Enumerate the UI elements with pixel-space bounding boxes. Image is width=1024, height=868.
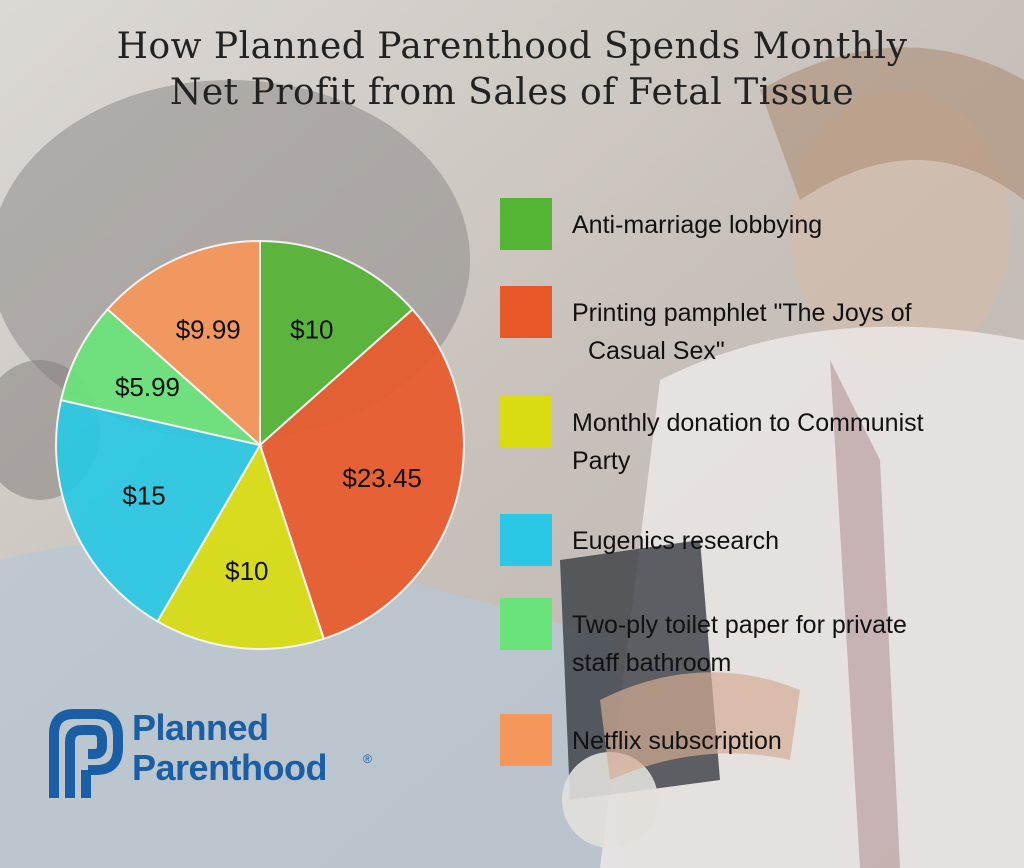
legend-label-6: Netflix subscription — [572, 722, 992, 760]
legend-label-line: Party — [572, 447, 631, 475]
legend-item-6: Netflix subscription — [500, 714, 1000, 774]
legend-label-line: Casual Sex" — [588, 337, 725, 365]
legend-item-1: Anti-marriage lobbying — [500, 198, 1000, 258]
pie-slice-label-5: $5.99 — [115, 372, 180, 402]
pie-slice-1 — [259, 239, 414, 448]
chart-title: How Planned Parenthood Spends Monthly Ne… — [0, 24, 1024, 116]
legend-label-line: Netflix subscription — [572, 727, 782, 755]
pie-slice-3 — [156, 442, 326, 650]
legend-swatch-6 — [500, 714, 552, 766]
legend-swatch-4 — [500, 514, 552, 566]
legend-item-5: Two-ply toilet paper for private staff ba… — [500, 598, 1000, 677]
legend-item-3: Monthly donation to Communist Party — [500, 396, 1000, 475]
title-line-1: How Planned Parenthood Spends Monthly — [116, 26, 908, 67]
legend-label-line: Monthly donation to Communist — [572, 409, 924, 437]
legend-label-4: Eugenics research — [572, 522, 992, 560]
legend-swatch-1 — [500, 198, 552, 250]
legend-label-line: Two-ply toilet paper for private — [572, 611, 907, 639]
legend-label-5: Two-ply toilet paper for private staff ba… — [572, 606, 992, 682]
pie-slice-5 — [59, 307, 264, 447]
pie-slice-label-2: $23.45 — [342, 463, 422, 493]
pie-slice-label-6: $9.99 — [176, 315, 241, 345]
pie-slice-6 — [106, 239, 261, 448]
planned-parenthood-logo: Planned Parenthood ® — [48, 708, 388, 798]
title-line-2: Net Profit from Sales of Fetal Tissue — [169, 72, 855, 113]
legend-item-4: Eugenics research — [500, 514, 1000, 574]
legend-label-3: Monthly donation to Communist Party — [572, 404, 992, 480]
legend-item-2: Printing pamphlet "The Joys of Casual Sex… — [500, 286, 1000, 365]
pie-slice-label-4: $15 — [122, 481, 165, 511]
pie-slice-label-1: $10 — [290, 315, 333, 345]
legend-label-line: staff bathroom — [572, 649, 732, 677]
legend-label-1: Anti-marriage lobbying — [572, 206, 992, 244]
logo-line-1: Planned — [132, 707, 269, 748]
legend-swatch-2 — [500, 286, 552, 338]
logo-text: Planned Parenthood — [132, 707, 328, 788]
pie-chart: $10 $23.45 $10 $15 $5.99 $9.99 — [55, 239, 465, 650]
logo-registered-mark: ® — [363, 752, 372, 766]
pie-slice-4 — [55, 398, 262, 623]
legend-label-2: Printing pamphlet "The Joys of Casual Sex… — [572, 294, 992, 370]
logo-mark-icon — [49, 709, 123, 798]
legend-label-line: Printing pamphlet "The Joys of — [572, 299, 912, 327]
pie-slice-2 — [258, 308, 465, 641]
legend-swatch-3 — [500, 396, 552, 448]
legend-label-line: Eugenics research — [572, 527, 780, 555]
logo-line-2: Parenthood — [132, 747, 328, 788]
pie-slice-label-3: $10 — [225, 556, 268, 586]
legend-label-line: Anti-marriage lobbying — [572, 211, 823, 239]
legend-swatch-5 — [500, 598, 552, 650]
